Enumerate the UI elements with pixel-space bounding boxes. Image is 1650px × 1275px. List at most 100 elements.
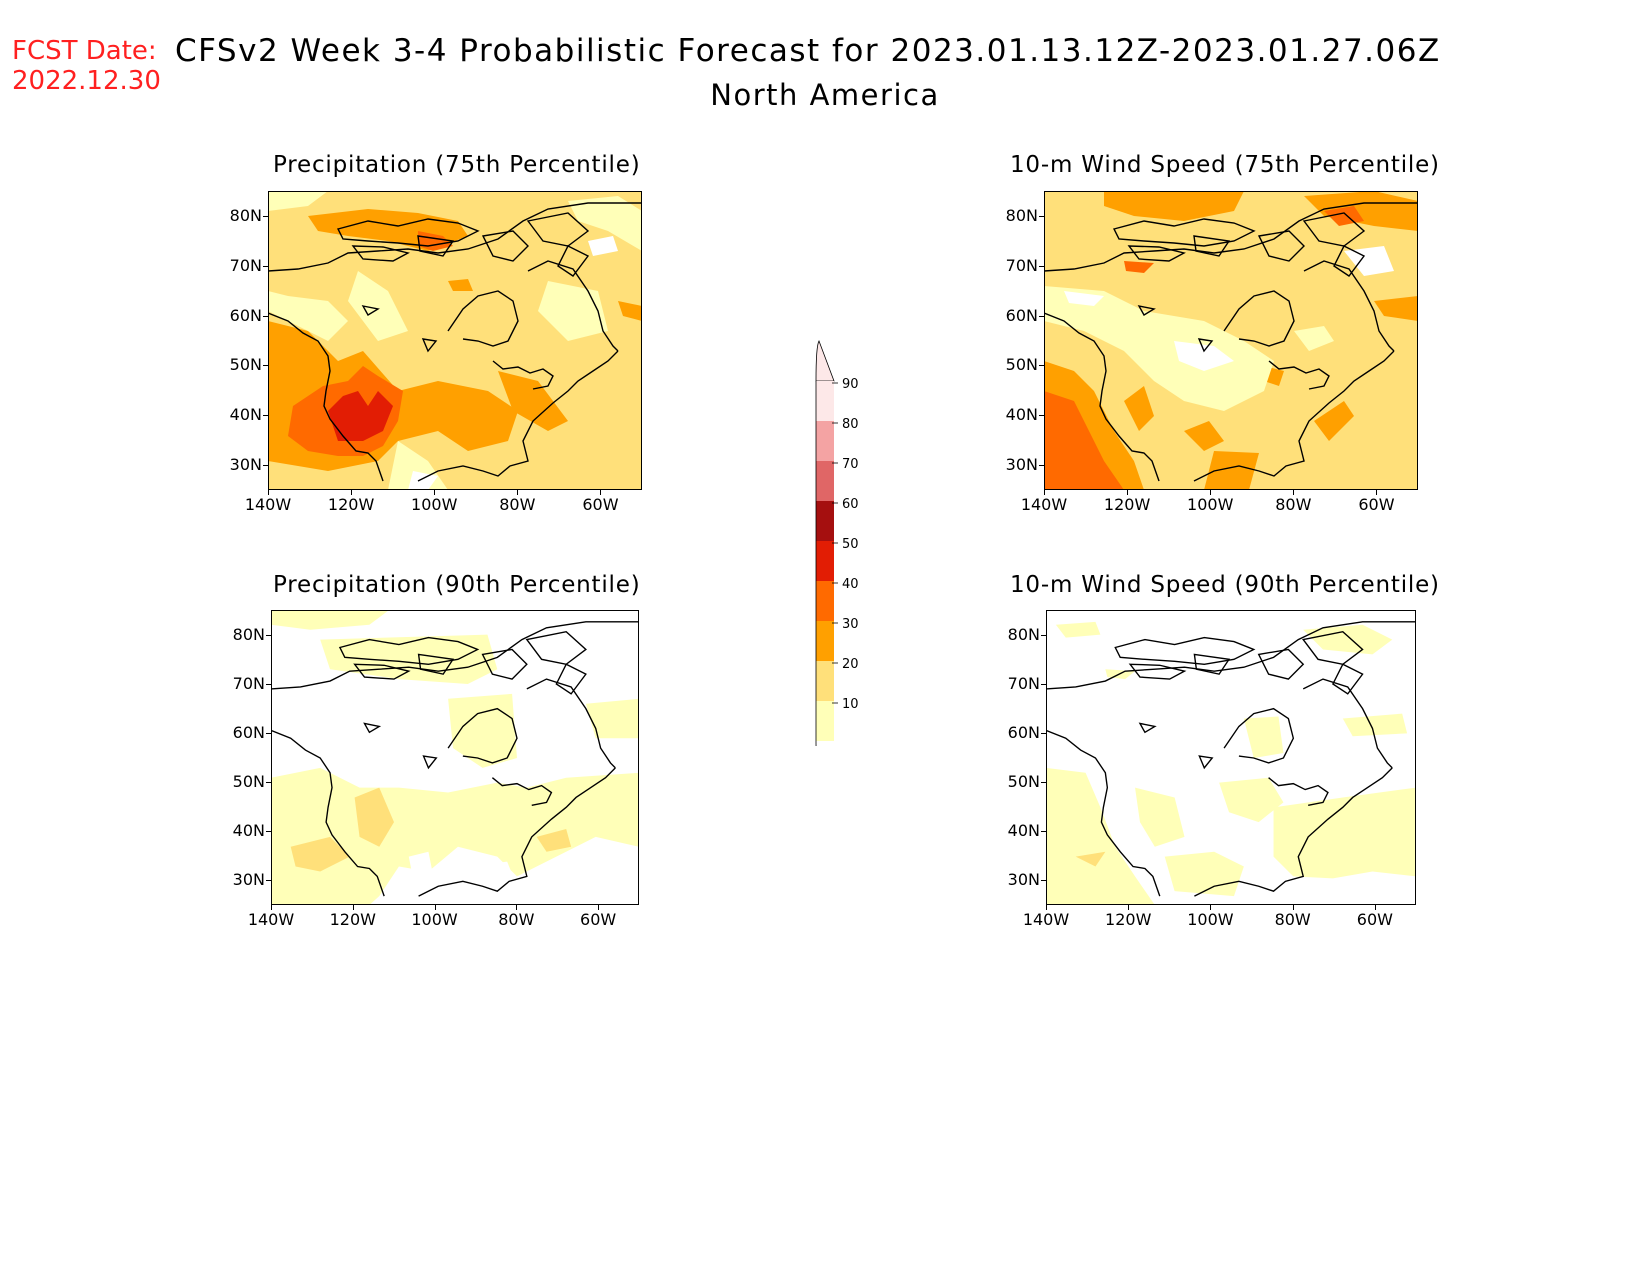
lat-tick-label: 70N bbox=[1007, 673, 1040, 693]
lat-tick-label: 70N bbox=[229, 255, 262, 275]
panel-title-wind-90: 10-m Wind Speed (90th Percentile) bbox=[1010, 572, 1440, 598]
main-title: CFSv2 Week 3-4 Probabilistic Forecast fo… bbox=[175, 33, 1441, 69]
lon-tick-label: 120W bbox=[1103, 495, 1151, 514]
lat-tick-label: 50N bbox=[1005, 355, 1038, 375]
forecast-date-label: FCST Date: bbox=[12, 36, 157, 66]
colorbar-segment bbox=[816, 661, 834, 701]
lat-tick-mark bbox=[266, 782, 271, 784]
lat-tick-mark bbox=[1041, 831, 1046, 833]
colorbar: 90 80 70 60 50 40 30 20 10 bbox=[810, 336, 870, 746]
lat-tick-mark bbox=[263, 315, 268, 317]
lat-tick-label: 50N bbox=[229, 355, 262, 375]
lon-tick-mark bbox=[516, 905, 518, 910]
panel-title-precip-75: Precipitation (75th Percentile) bbox=[273, 152, 641, 178]
forecast-date-block: FCST Date: 2022.12.30 bbox=[12, 36, 161, 96]
lon-tick-mark bbox=[268, 490, 269, 495]
lon-tick-label: 60W bbox=[580, 910, 617, 929]
lat-tick-mark bbox=[1039, 315, 1044, 317]
lat-tick-label: 80N bbox=[1005, 205, 1038, 225]
colorbar-svg: 90 80 70 60 50 40 30 20 10 bbox=[815, 340, 859, 746]
lat-tick-label: 80N bbox=[229, 205, 262, 225]
colorbar-top-arrow bbox=[815, 340, 835, 382]
panel-title-wind-75: 10-m Wind Speed (75th Percentile) bbox=[1010, 152, 1440, 178]
colorbar-segment bbox=[816, 621, 834, 661]
map-panel-wind-90 bbox=[1046, 610, 1416, 905]
lat-tick-label: 80N bbox=[1007, 624, 1040, 644]
lon-tick-label: 120W bbox=[329, 910, 376, 929]
probability-shading bbox=[1044, 191, 1418, 490]
lat-tick-label: 30N bbox=[1005, 455, 1038, 475]
colorbar-segment bbox=[816, 421, 834, 461]
lon-tick-mark bbox=[1292, 905, 1294, 910]
lat-tick-label: 80N bbox=[232, 624, 265, 644]
map-panel-precip-75 bbox=[268, 191, 642, 490]
lon-tick-mark bbox=[1127, 490, 1129, 495]
colorbar-segment bbox=[816, 381, 834, 421]
lat-tick-mark bbox=[263, 465, 268, 467]
lon-tick-label: 80W bbox=[499, 495, 536, 514]
lat-tick-mark bbox=[1039, 465, 1044, 467]
lon-tick-label: 140W bbox=[1022, 910, 1070, 929]
lon-tick-label: 140W bbox=[244, 495, 292, 514]
colorbar-bottom-arrow bbox=[815, 740, 817, 746]
lat-tick-label: 30N bbox=[1007, 870, 1040, 890]
lon-tick-mark bbox=[434, 905, 436, 910]
colorbar-segment bbox=[816, 701, 834, 741]
lon-tick-label: 140W bbox=[1020, 495, 1068, 514]
lat-tick-label: 70N bbox=[1005, 255, 1038, 275]
map-precip-90 bbox=[271, 610, 639, 905]
coastlines bbox=[271, 621, 639, 897]
lat-tick-label: 30N bbox=[229, 455, 262, 475]
lat-tick-mark bbox=[266, 732, 271, 734]
lat-tick-mark bbox=[263, 265, 268, 267]
lon-tick-mark bbox=[598, 905, 600, 910]
lat-tick-mark bbox=[1039, 415, 1044, 417]
probability-shading bbox=[268, 191, 642, 490]
lat-tick-label: 50N bbox=[232, 772, 265, 792]
coastlines bbox=[1046, 621, 1416, 897]
lon-tick-mark bbox=[1044, 490, 1045, 495]
lat-tick-mark bbox=[1041, 683, 1046, 685]
lon-tick-label: 120W bbox=[327, 495, 375, 514]
map-precip-75 bbox=[268, 191, 642, 490]
lat-tick-label: 40N bbox=[1005, 405, 1038, 425]
lat-tick-mark bbox=[1041, 634, 1046, 636]
lon-tick-label: 100W bbox=[1187, 495, 1234, 514]
lon-tick-label: 120W bbox=[1105, 910, 1152, 929]
panel-title-precip-90: Precipitation (90th Percentile) bbox=[273, 572, 641, 598]
colorbar-label: 40 bbox=[842, 577, 859, 592]
lon-tick-mark bbox=[1376, 490, 1378, 495]
lon-tick-label: 100W bbox=[411, 910, 458, 929]
lat-tick-mark bbox=[1041, 880, 1046, 882]
lon-tick-label: 80W bbox=[498, 910, 535, 929]
lat-tick-label: 60N bbox=[232, 722, 265, 742]
colorbar-label: 30 bbox=[842, 617, 859, 632]
lat-tick-mark bbox=[266, 831, 271, 833]
lat-tick-label: 40N bbox=[229, 405, 262, 425]
lat-tick-label: 60N bbox=[1007, 722, 1040, 742]
lon-tick-mark bbox=[1210, 490, 1212, 495]
lat-tick-mark bbox=[1041, 782, 1046, 784]
lat-tick-label: 50N bbox=[1007, 772, 1040, 792]
map-wind-75 bbox=[1044, 191, 1418, 490]
lon-tick-mark bbox=[1128, 905, 1130, 910]
lat-tick-mark bbox=[266, 634, 271, 636]
lat-tick-mark bbox=[1039, 265, 1044, 267]
lon-tick-mark bbox=[271, 905, 272, 910]
lat-tick-mark bbox=[1039, 365, 1044, 367]
lat-tick-label: 40N bbox=[1007, 821, 1040, 841]
colorbar-segment bbox=[816, 501, 834, 541]
lon-tick-mark bbox=[1210, 905, 1212, 910]
colorbar-label: 90 bbox=[842, 377, 859, 392]
lon-tick-mark bbox=[1293, 490, 1295, 495]
lon-tick-mark bbox=[600, 490, 602, 495]
lat-tick-mark bbox=[263, 215, 268, 217]
colorbar-segment bbox=[816, 581, 834, 621]
lat-tick-label: 70N bbox=[232, 673, 265, 693]
colorbar-segment bbox=[816, 461, 834, 501]
lon-tick-mark bbox=[352, 905, 354, 910]
map-panel-wind-75 bbox=[1044, 191, 1418, 490]
lon-tick-label: 140W bbox=[247, 910, 295, 929]
colorbar-label: 60 bbox=[842, 497, 859, 512]
region-title: North America bbox=[0, 78, 1650, 112]
